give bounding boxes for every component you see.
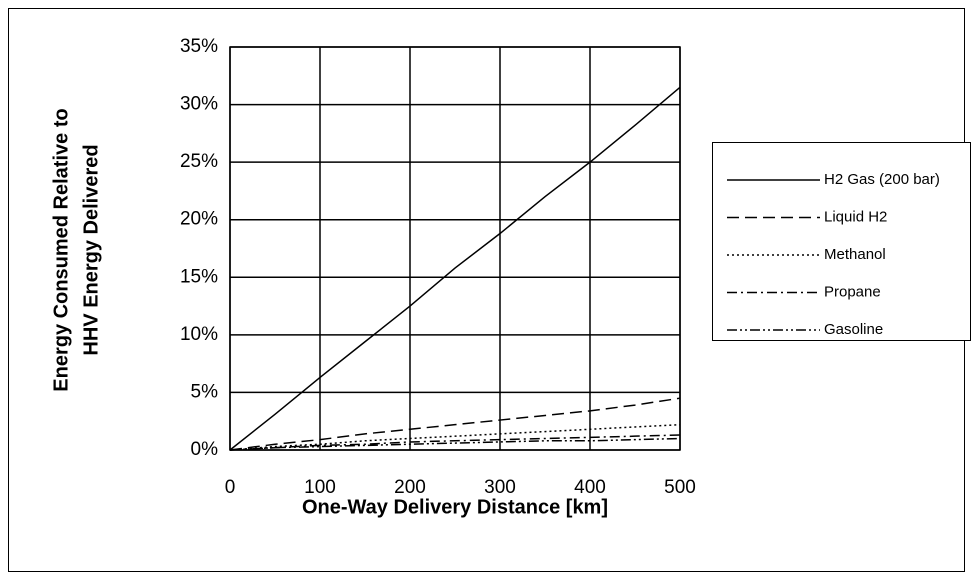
y-tick-label: 25%	[180, 151, 218, 172]
x-tick-label: 0	[225, 477, 236, 498]
y-axis-label: Energy Consumed Relative to	[50, 108, 72, 391]
y-tick-label: 0%	[191, 439, 219, 460]
y-tick-label: 30%	[180, 94, 218, 115]
x-tick-label: 400	[574, 477, 606, 498]
y-tick-label: 20%	[180, 209, 218, 230]
y-axis-label: HHV Energy Delivered	[80, 144, 102, 355]
x-axis-label: One-Way Delivery Distance [km]	[302, 496, 608, 518]
legend-label: Gasoline	[824, 321, 883, 338]
series-line	[229, 423, 681, 451]
series-line	[229, 397, 681, 451]
legend-label: H2 Gas (200 bar)	[824, 171, 940, 188]
series-line	[229, 434, 681, 451]
x-tick-label: 200	[394, 477, 426, 498]
x-tick-label: 500	[664, 477, 696, 498]
legend-label: Liquid H2	[824, 208, 887, 225]
series-line	[229, 86, 681, 451]
legend-label: Propane	[824, 283, 881, 300]
plot-border	[229, 46, 681, 451]
y-tick-label: 35%	[180, 36, 218, 57]
legend-box	[712, 142, 971, 341]
x-tick-label: 300	[484, 477, 516, 498]
y-tick-label: 5%	[191, 381, 219, 402]
legend-label: Methanol	[824, 246, 886, 263]
y-tick-label: 10%	[180, 324, 218, 345]
x-tick-label: 100	[304, 477, 336, 498]
y-tick-label: 15%	[180, 266, 218, 287]
series-line	[229, 437, 681, 451]
